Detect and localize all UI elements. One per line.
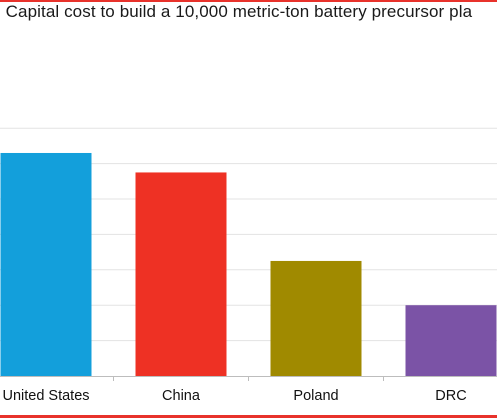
bars	[0, 152, 497, 376]
chart-title: : Capital cost to build a 10,000 metric-…	[0, 2, 473, 21]
tick-label: China	[162, 388, 201, 404]
bar-china	[135, 172, 227, 376]
bar-united-states	[0, 152, 92, 376]
bottom-accent-rule	[0, 415, 497, 418]
x-axis	[0, 376, 497, 381]
bar-drc	[405, 305, 497, 376]
tick-label: DRC	[435, 388, 466, 404]
top-accent-rule	[0, 0, 497, 2]
bar-poland	[270, 260, 362, 376]
tick-label: United States	[2, 388, 89, 404]
tick-label: Poland	[293, 388, 338, 404]
category-labels: United States China Poland DRC	[2, 388, 466, 404]
